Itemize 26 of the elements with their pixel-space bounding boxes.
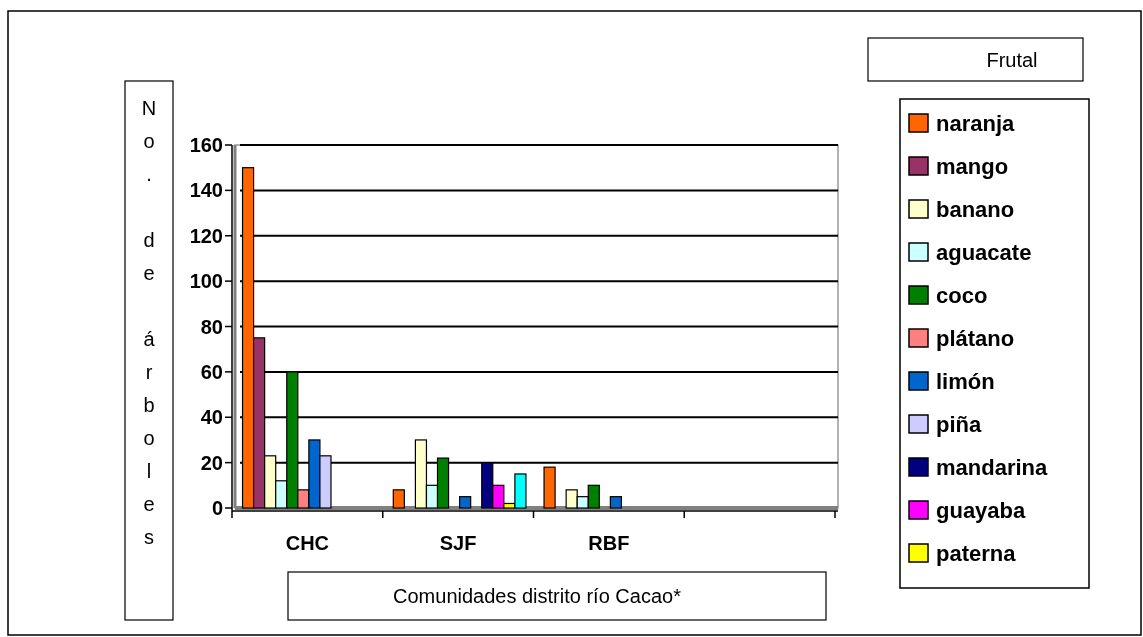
legend-label: banano [936, 196, 1015, 222]
legend-label: mango [936, 153, 1009, 179]
x-tick-label: CHC [285, 532, 330, 554]
legend-label: paterna [936, 540, 1017, 566]
y-tick-label: 60 [200, 360, 223, 383]
x-tick-label: RBF [588, 532, 630, 554]
y-tick-label: 100 [189, 270, 223, 293]
x-axis-title: Comunidades distrito río Cacao* [393, 585, 682, 607]
y-tick-label: 160 [189, 134, 223, 156]
legend-label: piña [936, 411, 982, 437]
legend-label: guayaba [936, 497, 1027, 523]
legend-label: mandarina [936, 454, 1049, 480]
x-tick-label: SJF [439, 532, 477, 554]
y-tick-label: 40 [200, 406, 223, 429]
legend-label: coco [936, 282, 988, 308]
y-tick-label: 140 [189, 179, 223, 202]
legend-label: plátano [936, 325, 1015, 351]
y-tick-label: 20 [200, 451, 223, 474]
legend-label: limón [936, 368, 995, 394]
legend-title: Frutal [986, 48, 1038, 71]
y-tick-label: 120 [189, 224, 223, 247]
y-tick-label: 80 [200, 315, 223, 338]
y-tick-label: 0 [211, 497, 223, 519]
legend-label: naranja [936, 110, 1016, 136]
text: No. de árboles [141, 97, 157, 548]
legend-label: aguacate [936, 239, 1032, 265]
